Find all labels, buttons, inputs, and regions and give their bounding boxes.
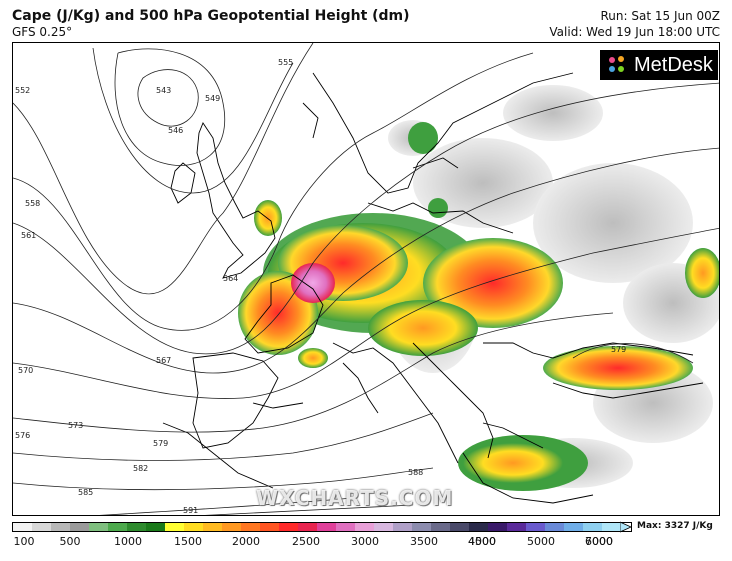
- colorbar-segment: [203, 523, 223, 531]
- colorbar-segment: [184, 523, 204, 531]
- colorbar-segment: [488, 523, 508, 531]
- contour-label: 591: [183, 506, 198, 515]
- colorbar-tick-label: 500: [59, 535, 81, 548]
- colorbar-segment: [431, 523, 451, 531]
- colorbar-tick-label: 4000: [468, 535, 496, 548]
- metdesk-logo: MetDesk: [600, 50, 718, 80]
- contour-label: 555: [278, 58, 293, 67]
- colorbar-segment: [507, 523, 527, 531]
- contour-label: 579: [611, 345, 626, 354]
- colorbar-tick-label: 6000: [585, 535, 613, 548]
- colorbar-segment: [355, 523, 375, 531]
- colorbar-tick-label: 1000: [114, 535, 142, 548]
- colorbar-segment: [127, 523, 147, 531]
- colorbar-segment: [526, 523, 546, 531]
- contour-label: 564: [223, 274, 238, 283]
- wxcharts-watermark: WXCHARTS.COM: [256, 486, 454, 510]
- contour-label: 570: [18, 366, 33, 375]
- geopotential-contours: [13, 43, 719, 515]
- metdesk-logo-text: MetDesk: [634, 53, 713, 76]
- chart-title: Cape (J/Kg) and 500 hPa Geopotential Hei…: [12, 8, 410, 24]
- colorbar-segment: [450, 523, 470, 531]
- colorbar-tick-label: 1500: [174, 535, 202, 548]
- colorbar-segment: [51, 523, 71, 531]
- colorbar-segment: [241, 523, 261, 531]
- colorbar-segment: [70, 523, 90, 531]
- colorbar-max-label: Max: 3327 J/Kg: [637, 521, 713, 531]
- colorbar-tick-label: 3000: [351, 535, 379, 548]
- contour-label: 573: [68, 421, 83, 430]
- colorbar-segment: [469, 523, 489, 531]
- colorbar-tick-label: 2500: [292, 535, 320, 548]
- colorbar-tick-label: 4500: [468, 535, 496, 548]
- model-label: GFS 0.25°: [12, 25, 73, 39]
- contour-label: 561: [21, 231, 36, 240]
- colorbar-segment: [583, 523, 603, 531]
- colorbar-segment: [298, 523, 318, 531]
- contour-label: 558: [25, 199, 40, 208]
- colorbar-segment: [317, 523, 337, 531]
- colorbar-tick-label: 5000: [527, 535, 555, 548]
- colorbar-tick-label: 100: [13, 535, 35, 548]
- colorbar: [12, 522, 632, 532]
- colorbar-tick-label: 3500: [410, 535, 438, 548]
- contour-label: 567: [156, 356, 171, 365]
- colorbar-segment: [393, 523, 413, 531]
- colorbar-segment: [564, 523, 584, 531]
- contour-label: 585: [78, 488, 93, 497]
- colorbar-arrow-icon: [620, 521, 632, 533]
- contour-label: 582: [133, 464, 148, 473]
- map-canvas: 552 543 549 546 555 558 561 564 567 570 …: [13, 43, 719, 515]
- colorbar-segment: [146, 523, 166, 531]
- colorbar-segment: [165, 523, 185, 531]
- colorbar-segment: [374, 523, 394, 531]
- contour-label: 579: [153, 439, 168, 448]
- contour-label: 576: [15, 431, 30, 440]
- colorbar-segment: [279, 523, 299, 531]
- colorbar-segment: [545, 523, 565, 531]
- contour-label: 552: [15, 86, 30, 95]
- colorbar-segment: [602, 523, 622, 531]
- metdesk-logo-icon: [606, 54, 628, 76]
- colorbar-segment: [412, 523, 432, 531]
- contour-labels: 552 543 549 546 555 558 561 564 567 570 …: [15, 58, 626, 515]
- colorbar-segment: [222, 523, 242, 531]
- weather-map: 552 543 549 546 555 558 561 564 567 570 …: [12, 42, 720, 516]
- colorbar-segment: [260, 523, 280, 531]
- coastlines: [162, 72, 704, 504]
- contour-label: 546: [168, 126, 183, 135]
- contour-label: 549: [205, 94, 220, 103]
- contour-label: 588: [408, 468, 423, 477]
- colorbar-tick-label: 7000: [585, 535, 613, 548]
- valid-time: Valid: Wed 19 Jun 18:00 UTC: [549, 25, 720, 39]
- colorbar-tick-label: 2000: [232, 535, 260, 548]
- colorbar-ticks: 100 500 1000 1500 2000 2500 3000 3500 4000 4500 50…: [0, 535, 732, 551]
- colorbar-segment: [108, 523, 128, 531]
- colorbar-segment: [13, 523, 33, 531]
- colorbar-segment: [32, 523, 52, 531]
- chart-header: Cape (J/Kg) and 500 hPa Geopotential Hei…: [0, 0, 732, 42]
- colorbar-segment: [336, 523, 356, 531]
- run-time: Run: Sat 15 Jun 00Z: [600, 9, 721, 23]
- colorbar-segment: [89, 523, 109, 531]
- contour-label: 543: [156, 86, 171, 95]
